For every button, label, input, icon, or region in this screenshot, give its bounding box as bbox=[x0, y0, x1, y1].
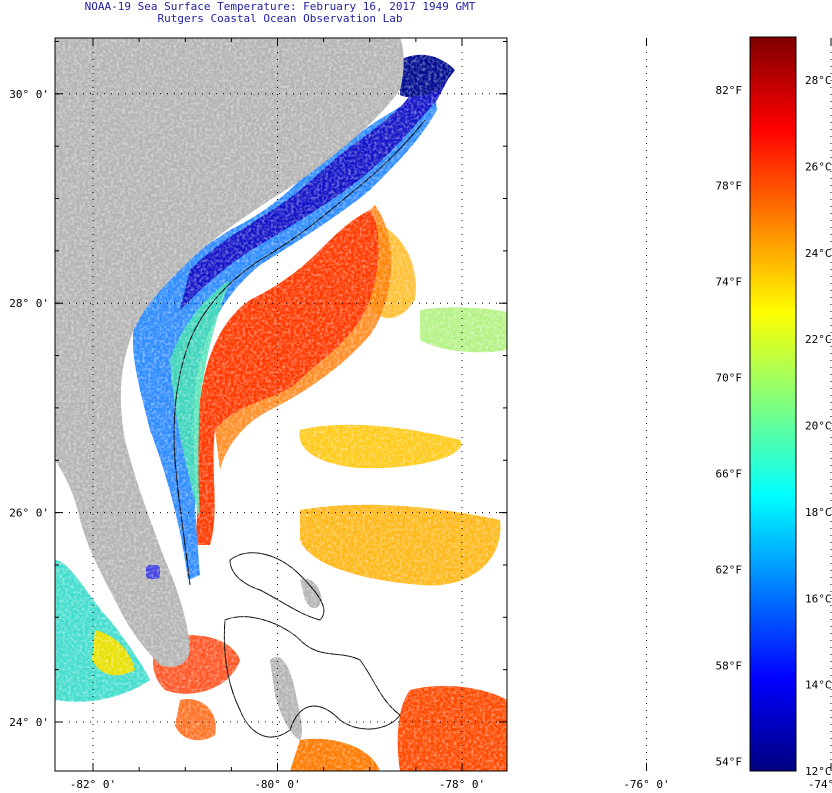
colorbar-f-label: 54°F bbox=[716, 755, 743, 768]
colorbar-f-label: 74°F bbox=[716, 276, 743, 289]
longitude-labels: -82° 0' -80° 0' -78° 0' -76° 0' -74° 0' bbox=[70, 778, 832, 791]
latitude-labels: 24° 0'26° 0'28° 0'30° 0'32° 0'34° 0'36° … bbox=[9, 88, 49, 729]
colorbar-f-label: 66°F bbox=[716, 468, 743, 481]
colorbar-c-label: 26°C bbox=[805, 161, 832, 174]
colorbar-c-label: 24°C bbox=[805, 247, 832, 260]
colorbar-f-label: 62°F bbox=[716, 564, 743, 577]
lat-label: 26° 0' bbox=[9, 507, 49, 520]
lon-label: -74° 0' bbox=[808, 778, 832, 791]
colorbar-f-label: 70°F bbox=[716, 372, 743, 385]
map-layers bbox=[55, 38, 507, 771]
colorbar-c-label: 20°C bbox=[805, 420, 832, 433]
colorbar-c-label: 22°C bbox=[805, 333, 832, 346]
colorbar-c-label: 12°C bbox=[805, 765, 832, 778]
lat-label: 30° 0' bbox=[9, 88, 49, 101]
cloud-speckle bbox=[55, 38, 507, 771]
lon-label: -80° 0' bbox=[254, 778, 300, 791]
lon-label: -76° 0' bbox=[623, 778, 669, 791]
colorbar bbox=[749, 36, 797, 772]
colorbar-c-label: 16°C bbox=[805, 592, 832, 605]
map-subtitle: Rutgers Coastal Ocean Observation Lab bbox=[157, 12, 403, 25]
lon-label: -78° 0' bbox=[439, 778, 485, 791]
map-title: NOAA-19 Sea Surface Temperature: Februar… bbox=[84, 0, 476, 13]
colorbar-c-label: 14°C bbox=[805, 679, 832, 692]
colorbar-fahrenheit-labels: 54°F 58°F 62°F 66°F 70°F 74°F 78°F 82°F bbox=[716, 84, 743, 769]
lat-label: 24° 0' bbox=[9, 716, 49, 729]
colorbar-c-label: 18°C bbox=[805, 506, 832, 519]
colorbar-f-label: 82°F bbox=[716, 84, 743, 97]
graticule bbox=[55, 38, 832, 771]
colorbar-f-label: 78°F bbox=[716, 180, 743, 193]
colorbar-f-label: 58°F bbox=[716, 659, 743, 672]
lat-label: 28° 0' bbox=[9, 297, 49, 310]
lon-label: -82° 0' bbox=[70, 778, 116, 791]
colorbar-c-label: 28°C bbox=[805, 74, 832, 87]
map-frame bbox=[54, 37, 508, 772]
colorbar-celsius-labels: 12°C 14°C 16°C 18°C 20°C 22°C 24°C 26°C 28°C bbox=[805, 74, 832, 778]
